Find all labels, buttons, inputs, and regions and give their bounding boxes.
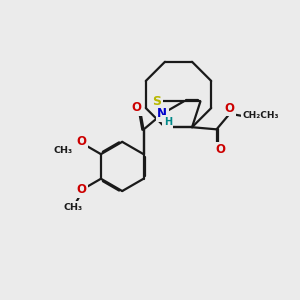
Text: N: N — [158, 107, 167, 120]
Text: CH₃: CH₃ — [54, 146, 73, 155]
Text: O: O — [131, 101, 141, 115]
Text: CH₃: CH₃ — [64, 203, 83, 212]
Text: CH₂CH₃: CH₂CH₃ — [243, 111, 279, 120]
Text: O: O — [215, 143, 225, 156]
Text: O: O — [76, 184, 87, 196]
Text: S: S — [152, 95, 161, 108]
Text: H: H — [164, 117, 172, 127]
Text: O: O — [76, 136, 87, 148]
Text: O: O — [225, 102, 235, 115]
